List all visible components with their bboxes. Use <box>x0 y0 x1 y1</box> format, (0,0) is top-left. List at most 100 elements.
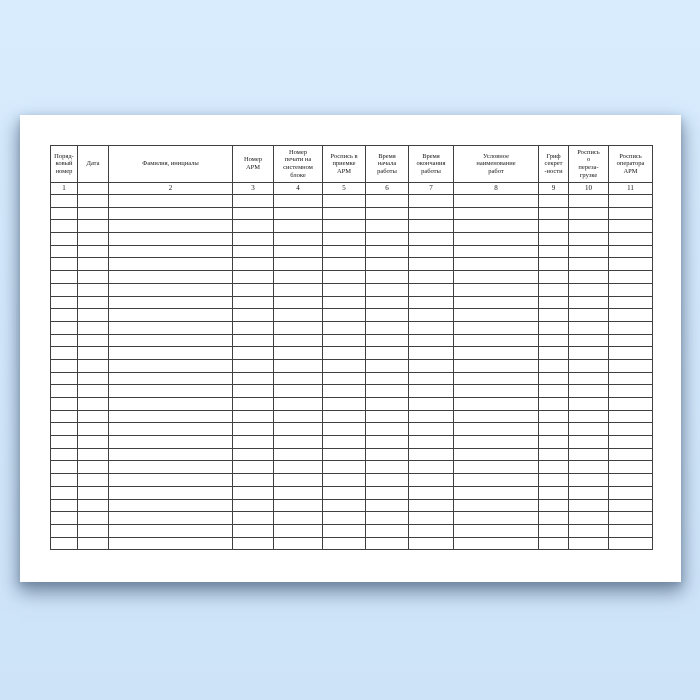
column-number-6: 6 <box>365 182 409 195</box>
empty-cell <box>232 333 274 348</box>
empty-cell <box>453 409 539 424</box>
table-row <box>50 257 653 272</box>
empty-cell <box>453 473 539 487</box>
empty-cell <box>608 422 653 437</box>
table-row <box>50 460 653 475</box>
empty-cell <box>408 257 454 272</box>
empty-cell <box>538 333 569 348</box>
empty-cell <box>453 333 539 348</box>
empty-cell <box>608 409 653 424</box>
empty-cell <box>568 511 609 525</box>
empty-cell <box>50 460 78 475</box>
empty-cell <box>232 295 274 310</box>
empty-cell <box>77 371 109 386</box>
empty-cell <box>77 333 109 348</box>
empty-cell <box>50 397 78 411</box>
empty-cell <box>568 244 609 259</box>
empty-cell <box>568 295 609 310</box>
table-row <box>50 485 653 500</box>
empty-cell <box>538 320 569 335</box>
empty-cell <box>408 219 454 234</box>
empty-cell <box>365 409 409 424</box>
empty-cell <box>365 358 409 373</box>
empty-cell <box>322 232 366 246</box>
empty-cell <box>568 435 609 449</box>
empty-cell <box>408 308 454 322</box>
empty-cell <box>453 397 539 411</box>
table-row <box>50 206 653 221</box>
empty-cell <box>50 358 78 373</box>
empty-cell <box>50 320 78 335</box>
empty-cell <box>77 282 109 297</box>
empty-cell <box>538 397 569 411</box>
empty-cell <box>365 333 409 348</box>
table-row <box>50 320 653 335</box>
empty-cell <box>453 511 539 525</box>
empty-cell <box>77 384 109 398</box>
empty-cell <box>365 397 409 411</box>
empty-cell <box>608 320 653 335</box>
empty-cell <box>322 409 366 424</box>
empty-cell <box>538 485 569 500</box>
empty-cell <box>538 384 569 398</box>
empty-cell <box>365 473 409 487</box>
empty-cell <box>77 397 109 411</box>
empty-cell <box>538 498 569 513</box>
table-body <box>50 194 653 551</box>
empty-cell <box>322 371 366 386</box>
empty-cell <box>50 244 78 259</box>
empty-cell <box>568 473 609 487</box>
empty-cell <box>365 460 409 475</box>
empty-cell <box>568 333 609 348</box>
empty-cell <box>408 384 454 398</box>
empty-cell <box>538 270 569 284</box>
column-number-9: 9 <box>538 182 569 195</box>
empty-cell <box>568 536 609 551</box>
table-row <box>50 219 653 234</box>
empty-cell <box>50 232 78 246</box>
empty-cell <box>453 371 539 386</box>
empty-cell <box>273 473 323 487</box>
column-header-work-end-time: Время окончания работы <box>408 145 454 183</box>
empty-cell <box>108 308 233 322</box>
empty-cell <box>568 485 609 500</box>
empty-cell <box>50 194 78 208</box>
empty-cell <box>108 257 233 272</box>
empty-cell <box>273 498 323 513</box>
empty-cell <box>77 498 109 513</box>
empty-cell <box>538 536 569 551</box>
empty-cell <box>273 460 323 475</box>
column-number-1: 1 <box>50 182 78 195</box>
empty-cell <box>108 194 233 208</box>
empty-cell <box>568 397 609 411</box>
empty-cell <box>608 232 653 246</box>
empty-cell <box>408 485 454 500</box>
empty-cell <box>77 206 109 221</box>
empty-cell <box>453 219 539 234</box>
empty-cell <box>273 447 323 462</box>
empty-cell <box>408 358 454 373</box>
empty-cell <box>322 346 366 360</box>
empty-cell <box>453 206 539 221</box>
empty-cell <box>108 460 233 475</box>
empty-cell <box>365 523 409 538</box>
empty-cell <box>608 485 653 500</box>
empty-cell <box>273 320 323 335</box>
empty-cell <box>408 282 454 297</box>
empty-cell <box>108 371 233 386</box>
empty-cell <box>568 498 609 513</box>
empty-cell <box>232 270 274 284</box>
table-row <box>50 422 653 437</box>
empty-cell <box>608 511 653 525</box>
empty-cell <box>453 422 539 437</box>
empty-cell <box>232 282 274 297</box>
empty-cell <box>538 435 569 449</box>
empty-cell <box>365 498 409 513</box>
column-number-8: 8 <box>453 182 539 195</box>
empty-cell <box>50 409 78 424</box>
empty-cell <box>50 523 78 538</box>
table-row <box>50 536 653 551</box>
empty-cell <box>77 523 109 538</box>
empty-cell <box>108 295 233 310</box>
empty-cell <box>232 219 274 234</box>
